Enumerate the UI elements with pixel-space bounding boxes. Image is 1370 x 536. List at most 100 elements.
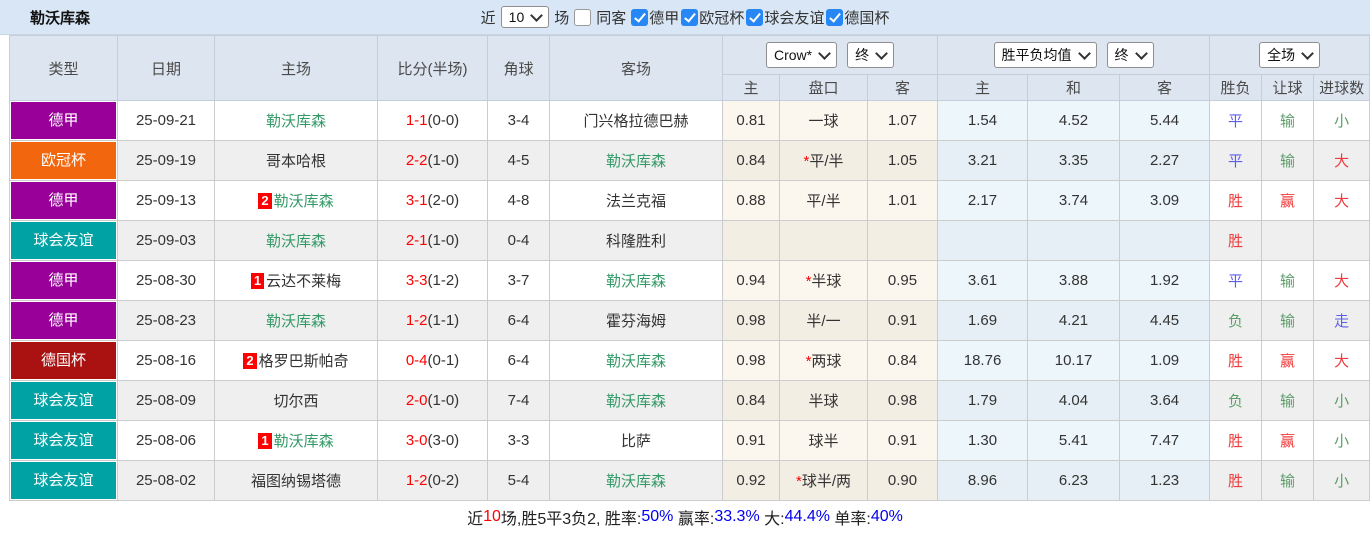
same-opponent-label: 同客 xyxy=(596,9,627,27)
checkbox-icon[interactable] xyxy=(826,8,844,26)
result-cell: 负 xyxy=(1209,380,1263,421)
corner-score: 3-3 xyxy=(487,420,550,461)
away-team[interactable]: 勒沃库森 xyxy=(549,140,723,181)
corner-score: 4-8 xyxy=(487,180,550,221)
league-type-badge: 球会友谊 xyxy=(11,222,116,259)
handicap-line: 一球 xyxy=(779,100,868,141)
away-team[interactable]: 勒沃库森 xyxy=(549,260,723,301)
away-team[interactable]: 科隆胜利 xyxy=(549,220,723,261)
match-count-select[interactable]: 10 xyxy=(500,6,550,28)
away-team[interactable]: 门兴格拉德巴赫 xyxy=(549,100,723,141)
avg-draw-odds: 10.17 xyxy=(1027,340,1121,381)
league-type-cell: 德甲 xyxy=(9,260,118,301)
page-title: 勒沃库森 xyxy=(30,9,91,27)
league-type-badge: 德甲 xyxy=(11,102,116,139)
handicap-home-odds: 0.84 xyxy=(722,140,780,181)
home-team[interactable]: 福图纳锡塔德 xyxy=(214,460,378,501)
match-date: 25-08-06 xyxy=(117,420,215,461)
away-team[interactable]: 比萨 xyxy=(549,420,723,461)
home-team[interactable]: 切尔西 xyxy=(214,380,378,421)
goals-result-cell: 大 xyxy=(1313,180,1370,221)
scope-select[interactable]: 全场 xyxy=(1259,42,1321,68)
away-team[interactable]: 勒沃库森 xyxy=(549,460,723,501)
handicap-line: 半/一 xyxy=(779,300,868,341)
avg-home-odds: 1.79 xyxy=(937,380,1029,421)
avg-draw-odds: 4.52 xyxy=(1027,100,1121,141)
rank-badge: 1 xyxy=(258,433,272,449)
match-date: 25-08-30 xyxy=(117,260,215,301)
odds-time-select-2[interactable]: 终 xyxy=(1106,42,1154,68)
away-team[interactable]: 勒沃库森 xyxy=(549,340,723,381)
away-team[interactable]: 勒沃库森 xyxy=(549,380,723,421)
avg-draw-odds: 3.35 xyxy=(1027,140,1121,181)
match-score: 2-1(1-0) xyxy=(377,220,488,261)
match-tbody: 德甲 25-09-21 勒沃库森 1-1(0-0) 3-4 门兴格拉德巴赫 0.81 一球 1.… xyxy=(9,100,1370,501)
handicap-result-cell: 输 xyxy=(1261,100,1315,141)
col-header-home: 主场 xyxy=(214,35,378,101)
away-team[interactable]: 霍芬海姆 xyxy=(549,300,723,341)
col-header-score: 比分(半场) xyxy=(377,35,488,101)
home-team[interactable]: 2 格罗巴斯帕奇 xyxy=(214,340,378,381)
result-cell: 平 xyxy=(1209,260,1263,301)
league-filter[interactable]: 德国杯 xyxy=(826,7,889,28)
avg-home-odds: 1.30 xyxy=(937,420,1029,461)
subcol-avg-away: 客 xyxy=(1119,74,1211,101)
handicap-line xyxy=(779,220,868,261)
handicap-result-cell: 输 xyxy=(1261,260,1315,301)
chevron-down-icon xyxy=(1301,47,1314,60)
matches-label: 场 xyxy=(554,9,570,27)
rank-badge: 2 xyxy=(243,353,257,369)
league-filter[interactable]: 欧冠杯 xyxy=(681,7,744,28)
col-header-corner: 角球 xyxy=(487,35,550,101)
subcol-handicap-home: 主 xyxy=(722,74,780,101)
league-filter[interactable]: 德甲 xyxy=(631,7,679,28)
col-header-type: 类型 xyxy=(9,35,118,101)
check-icon xyxy=(748,9,761,23)
checkbox-icon[interactable] xyxy=(631,8,649,26)
handicap-home-odds: 0.98 xyxy=(722,340,780,381)
table-row: 球会友谊 25-08-02 福图纳锡塔德 1-2(0-2) 5-4 勒沃库森 0.92 *球半… xyxy=(9,460,1370,501)
summary-segment: 场,胜5平3负2, 胜率: xyxy=(500,510,642,528)
match-score: 3-0(3-0) xyxy=(377,420,488,461)
odds-time-select-1[interactable]: 终 xyxy=(847,42,895,68)
league-filter-label: 欧冠杯 xyxy=(699,9,745,27)
home-team[interactable]: 勒沃库森 xyxy=(214,100,378,141)
handicap-home-odds: 0.94 xyxy=(722,260,780,301)
home-team[interactable]: 1 云达不莱梅 xyxy=(214,260,378,301)
goals-result-cell: 大 xyxy=(1313,340,1370,381)
match-history-table: 类型 日期 主场 比分(半场) 角球 客场 Crow* 终 xyxy=(9,35,1370,501)
table-row: 德甲 25-08-30 1 云达不莱梅 3-3(1-2) 3-7 勒沃库森 0.94 *半球 0.… xyxy=(9,260,1370,301)
goals-result-cell: 大 xyxy=(1313,140,1370,181)
checkbox-icon[interactable] xyxy=(746,8,764,26)
avg-away-odds: 3.64 xyxy=(1119,380,1211,421)
handicap-result-cell: 赢 xyxy=(1261,420,1315,461)
col-header-away: 客场 xyxy=(549,35,723,101)
match-date: 25-08-16 xyxy=(117,340,215,381)
avg-away-odds: 1.09 xyxy=(1119,340,1211,381)
home-team[interactable]: 勒沃库森 xyxy=(214,300,378,341)
table-row: 德甲 25-09-21 勒沃库森 1-1(0-0) 3-4 门兴格拉德巴赫 0.81 一球 1.… xyxy=(9,100,1370,141)
subcol-handicap-result: 让球 xyxy=(1261,74,1315,101)
handicap-result-cell: 输 xyxy=(1261,460,1315,501)
avg-type-select[interactable]: 胜平负均值 xyxy=(993,42,1097,68)
match-score: 2-2(1-0) xyxy=(377,140,488,181)
home-team[interactable]: 2 勒沃库森 xyxy=(214,180,378,221)
result-cell: 平 xyxy=(1209,140,1263,181)
home-team[interactable]: 勒沃库森 xyxy=(214,220,378,261)
home-team[interactable]: 1 勒沃库森 xyxy=(214,420,378,461)
avg-odds-group-header: 胜平负均值 终 xyxy=(937,35,1211,75)
home-team[interactable]: 哥本哈根 xyxy=(214,140,378,181)
chevron-down-icon xyxy=(818,47,831,60)
match-date: 25-09-03 xyxy=(117,220,215,261)
goals-result-cell: 小 xyxy=(1313,100,1370,141)
away-team[interactable]: 法兰克福 xyxy=(549,180,723,221)
avg-away-odds: 4.45 xyxy=(1119,300,1211,341)
league-type-badge: 德甲 xyxy=(11,182,116,219)
summary-segment: 40% xyxy=(870,507,903,525)
same-opponent-checkbox[interactable] xyxy=(574,8,592,26)
league-filter[interactable]: 球会友谊 xyxy=(746,7,824,28)
corner-score: 0-4 xyxy=(487,220,550,261)
odds-company-select[interactable]: Crow* xyxy=(765,42,838,68)
checkbox-icon[interactable] xyxy=(681,8,699,26)
corner-score: 4-5 xyxy=(487,140,550,181)
